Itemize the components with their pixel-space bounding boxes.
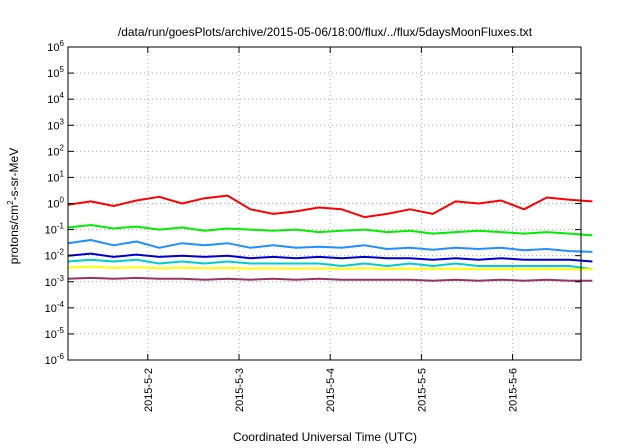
chart-title: /data/run/goesPlots/archive/2015-05-06/1… bbox=[118, 25, 533, 39]
series-line-7 bbox=[67, 276, 593, 282]
y-tick-label: 10-3 bbox=[45, 274, 65, 289]
y-axis-label: protons/cm2-s-sr-MeV bbox=[6, 148, 21, 264]
y-tick-label: 100 bbox=[47, 196, 64, 211]
grid bbox=[68, 47, 581, 360]
series-line-4 bbox=[67, 252, 593, 263]
y-tick-label: 10-1 bbox=[45, 222, 65, 237]
x-tick-label: 2015-5-3 bbox=[234, 368, 246, 412]
series-line-3 bbox=[67, 239, 593, 253]
y-tick-label: 10-4 bbox=[45, 300, 65, 315]
series-line-2 bbox=[67, 224, 593, 237]
series-line-6 bbox=[67, 265, 593, 271]
y-tick-label: 102 bbox=[47, 143, 64, 158]
y-axis-ticks: 10-6 10-5 10-4 10-3 10-2 10-1 100 101 102 103 104 1… bbox=[45, 39, 581, 367]
series-line-1 bbox=[67, 194, 593, 219]
y-tick-label: 103 bbox=[47, 117, 64, 132]
y-tick-label: 10-5 bbox=[45, 326, 65, 341]
x-axis-label: Coordinated Universal Time (UTC) bbox=[233, 430, 417, 444]
y-tick-label: 101 bbox=[47, 169, 64, 184]
x-tick-label: 2015-5-2 bbox=[143, 368, 155, 412]
y-tick-label: 106 bbox=[47, 39, 64, 54]
x-tick-label: 2015-5-6 bbox=[508, 368, 520, 412]
y-tick-label: 10-2 bbox=[45, 248, 65, 263]
series-layer bbox=[67, 194, 593, 282]
series-line-5 bbox=[67, 258, 593, 271]
x-tick-label: 2015-5-4 bbox=[325, 368, 337, 412]
x-axis-ticks: 2015-5-2 2015-5-3 2015-5-4 2015-5-5 2015-5-6 bbox=[143, 47, 520, 412]
y-tick-label: 104 bbox=[47, 91, 64, 106]
y-tick-label: 105 bbox=[47, 65, 64, 80]
x-tick-label: 2015-5-5 bbox=[416, 368, 428, 412]
y-tick-label: 10-6 bbox=[45, 352, 65, 367]
